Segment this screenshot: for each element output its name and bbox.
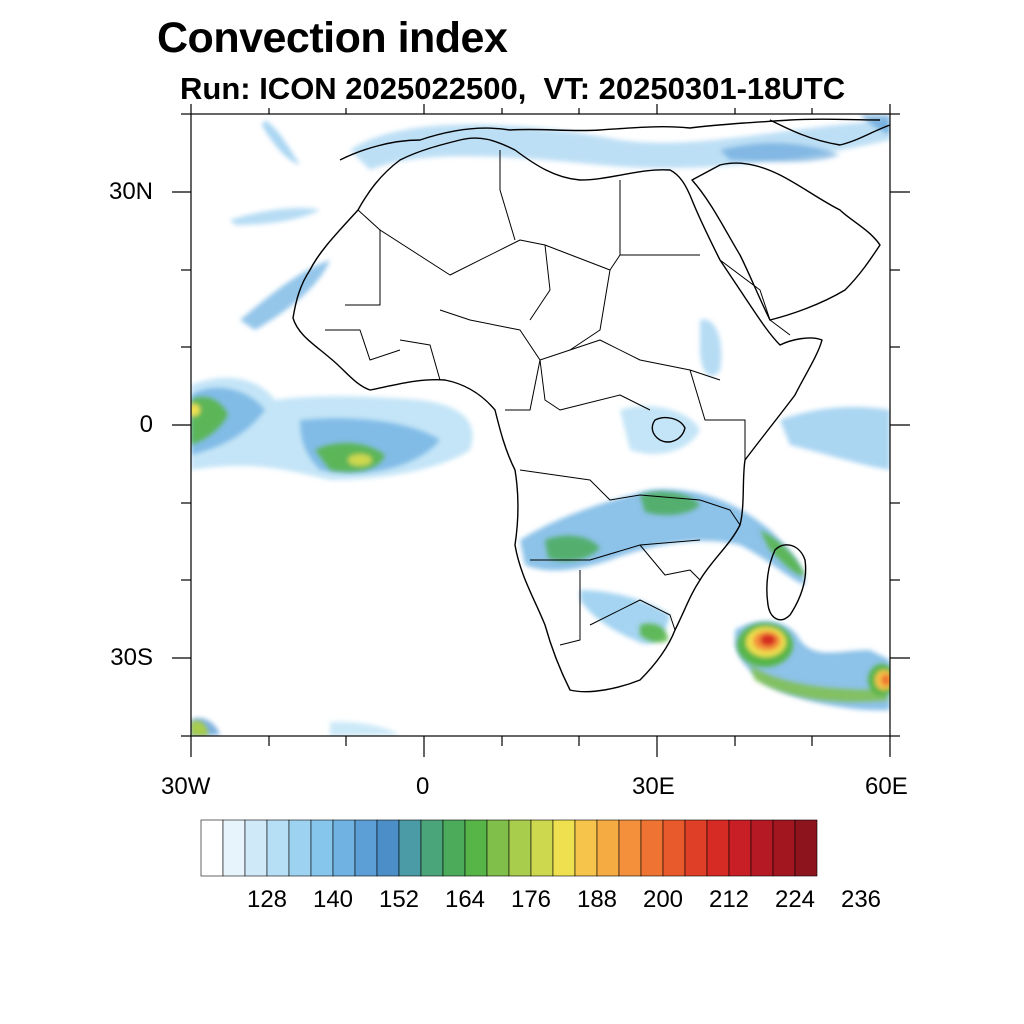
colorbar-tick-label: 164: [444, 886, 486, 913]
colorbar-swatch: [508, 819, 532, 877]
lat-label-30n: 30N: [108, 178, 153, 205]
lon-label-30w: 30W: [161, 773, 211, 800]
lat-ticks: [172, 113, 910, 737]
colorbar-swatch: [574, 819, 598, 877]
colorbar-swatch: [266, 819, 290, 877]
colorbar-tick-label: 200: [642, 886, 684, 913]
colorbar-swatch: [772, 819, 796, 877]
colorbar-tick-label: 140: [312, 886, 354, 913]
colorbar-swatch: [222, 819, 246, 877]
colorbar-swatch: [552, 819, 576, 877]
colorbar-tick-label: 152: [378, 886, 420, 913]
colorbar-swatch: [244, 819, 268, 877]
colorbar-swatch: [354, 819, 378, 877]
lat-label-30s: 30S: [110, 644, 153, 671]
colorbar-swatch: [398, 819, 422, 877]
lon-label-30e: 30E: [632, 773, 675, 800]
colorbar-swatch: [728, 819, 752, 877]
colorbar-tick-label: 212: [708, 886, 750, 913]
colorbar-swatch: [332, 819, 356, 877]
colorbar-swatch: [442, 819, 466, 877]
lon-ticks: [190, 104, 891, 757]
colorbar-swatch: [464, 819, 488, 877]
colorbar-swatch: [288, 819, 312, 877]
colorbar-swatch: [662, 819, 686, 877]
lon-label-0: 0: [416, 773, 430, 800]
coastlines: [292, 118, 890, 693]
colorbar-tick-label: 176: [510, 886, 552, 913]
chart-title: Convection index: [157, 14, 508, 62]
colorbar-swatch: [750, 819, 774, 877]
colorbar-tick-label: 236: [840, 886, 882, 913]
colorbar-swatch: [486, 819, 510, 877]
colorbar-swatch: [376, 819, 400, 877]
colorbar-swatch: [420, 819, 444, 877]
convection-cores: [191, 396, 890, 736]
colorbar-swatch: [794, 819, 818, 877]
colorbar-tick-label: 224: [774, 886, 816, 913]
colorbar-swatch: [640, 819, 664, 877]
colorbar-swatch: [706, 819, 730, 877]
colorbar-swatch: [310, 819, 334, 877]
colorbar-tick-label: 128: [246, 886, 288, 913]
colorbar-tick-label: 188: [576, 886, 618, 913]
lat-label-0: 0: [139, 411, 153, 438]
lon-label-60e: 60E: [865, 773, 908, 800]
colorbar-swatch: [596, 819, 620, 877]
colorbar-swatch: [200, 819, 224, 877]
colorbar-swatch: [684, 819, 708, 877]
chart-subtitle: Run: ICON 2025022500, VT: 20250301-18UTC: [180, 71, 846, 106]
colorbar: [200, 819, 818, 877]
colorbar-swatch: [530, 819, 554, 877]
colorbar-swatch: [618, 819, 642, 877]
